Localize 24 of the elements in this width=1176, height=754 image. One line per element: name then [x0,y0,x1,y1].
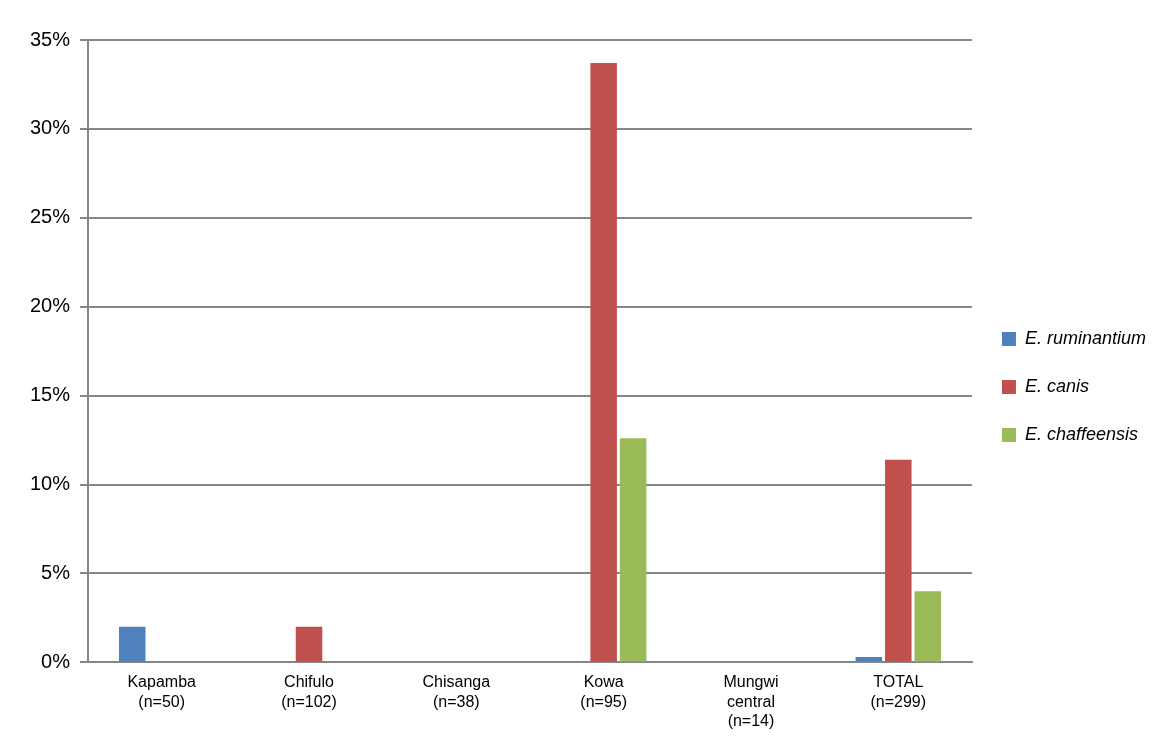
y-tick-label: 25% [30,205,71,228]
y-tick-label: 5% [41,561,71,583]
x-tick-label: TOTAL (n=299) [870,673,927,710]
bar [914,591,942,662]
legend-label: E. canis [1024,376,1089,396]
y-tick-label: 15% [30,383,71,406]
x-tick-label: Kapamba (n=50) [127,673,197,710]
y-tick-label: 10% [30,472,71,495]
legend-label: E. ruminantium [1024,328,1147,348]
bar [295,626,323,662]
x-tick-label: Kowa (n=95) [580,673,628,710]
bar [118,626,146,662]
bar [619,438,647,662]
y-tick-label: 0% [41,649,71,672]
y-tick-label: 20% [30,294,71,317]
y-tick-label: 30% [30,116,71,139]
bar [590,63,617,662]
x-tick-label: Chisanga (n=38) [422,673,491,710]
bar [885,459,912,662]
bar [855,657,883,662]
x-tick-label: Mungwi central (n=14) [723,673,779,729]
x-tick-label: Chifulo (n=102) [281,673,337,710]
legend-label: E. chaffeensis [1024,424,1139,444]
y-tick-label: 35% [30,27,71,50]
